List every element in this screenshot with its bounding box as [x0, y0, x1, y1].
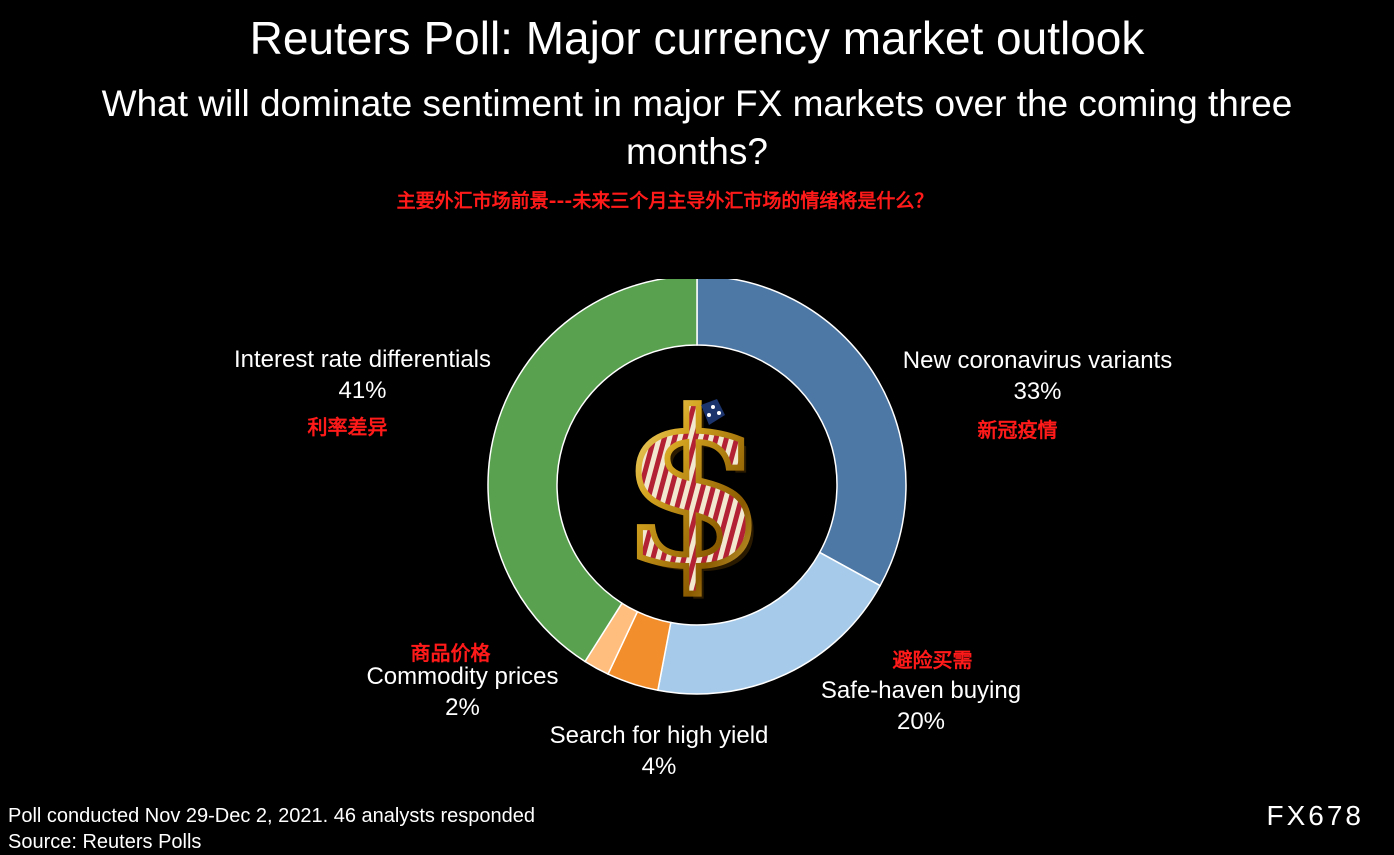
label-search-for-high-yield: Search for high yield 4% — [520, 720, 798, 782]
category-label: New coronavirus variants — [902, 347, 1173, 374]
donut-chart: $ $ — [487, 279, 907, 695]
footer-note: Poll conducted Nov 29-Dec 2, 2021. 46 an… — [8, 805, 536, 827]
svg-text:$: $ — [620, 366, 766, 613]
donut-slice-interest-rate-differentials — [487, 279, 698, 663]
label-cn-commodity-prices: 商品价格 — [410, 641, 491, 665]
category-label: Interest rate differentials — [233, 346, 492, 373]
value-label: 33% — [1013, 378, 1062, 405]
category-label: Commodity prices — [366, 663, 559, 690]
footer-source: Source: Reuters Polls — [8, 831, 202, 853]
value-label: 2% — [445, 694, 480, 721]
label-cn-new-coronavirus-variants: 新冠疫情 — [977, 418, 1058, 442]
label-cn-interest-rate-differentials: 利率差异 — [307, 415, 388, 439]
chart-title-chinese: 主要外汇市场前景---未来三个月主导外汇市场的情绪将是什么？ — [396, 190, 934, 212]
value-label: 4% — [641, 753, 677, 780]
category-label: Search for high yield — [549, 722, 769, 749]
label-safe-haven-buying: Safe-haven buying 20% — [776, 675, 1066, 737]
label-new-coronavirus-variants: New coronavirus variants 33% — [860, 345, 1215, 407]
chart-subtitle: What will dominate sentiment in major FX… — [101, 83, 1293, 172]
dollar-sign-icon: $ $ — [617, 363, 773, 620]
watermark-logo: FX678 — [1266, 800, 1364, 831]
value-label: 41% — [338, 377, 387, 404]
chart-title: Reuters Poll: Major currency market outl… — [249, 12, 1145, 64]
label-commodity-prices: Commodity prices 2% — [340, 661, 585, 723]
svg-text:$: $ — [626, 372, 772, 619]
label-interest-rate-differentials: Interest rate differentials 41% — [200, 344, 525, 406]
donut-slice-new-coronavirus-variants — [696, 279, 907, 587]
category-label: Safe-haven buying — [820, 677, 1022, 704]
value-label: 20% — [896, 708, 946, 735]
label-cn-safe-haven-buying: 避险买需 — [892, 648, 973, 672]
